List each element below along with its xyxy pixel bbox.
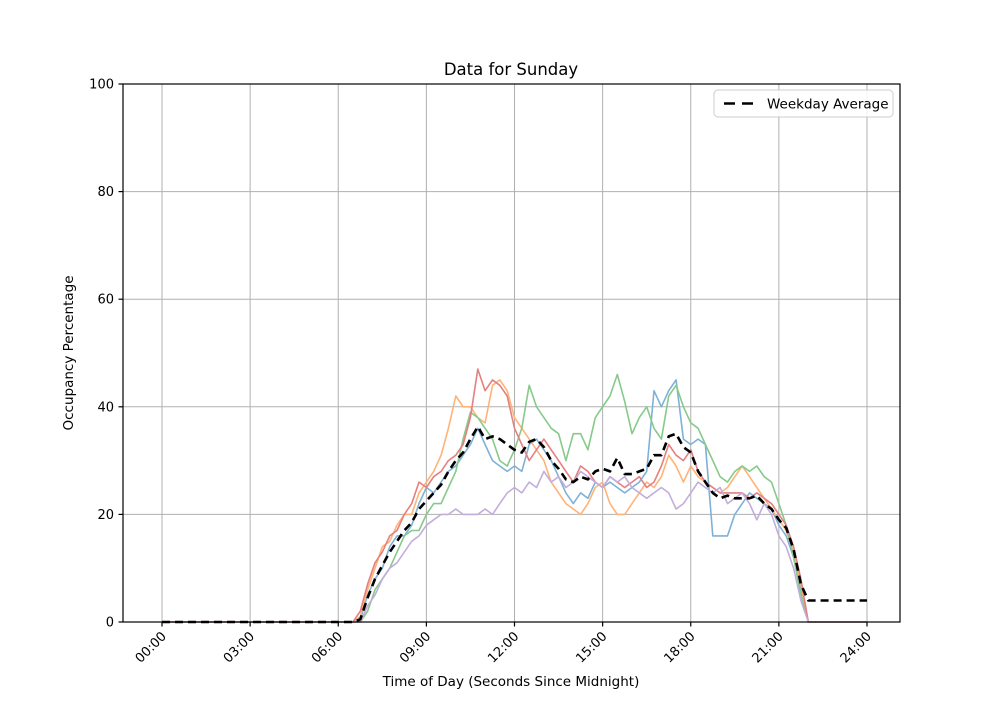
line-sunday-trace-2 <box>162 379 867 623</box>
y-axis-label: Occupancy Percentage <box>61 275 77 430</box>
y-tick-label: 20 <box>97 508 114 523</box>
data-series <box>162 368 867 624</box>
gridlines <box>123 83 900 623</box>
x-tick-label: 21:00 <box>750 629 787 666</box>
y-tick-label: 100 <box>89 78 114 93</box>
legend-box <box>713 89 894 118</box>
axis-ticks: 00:00 03:00 06:00 09:00 12:00 15:00 18:00 21:00… <box>89 78 875 667</box>
y-tick-label: 0 <box>106 616 114 631</box>
x-tick-label: 18:00 <box>661 629 698 666</box>
x-tick-label: 09:00 <box>397 629 434 666</box>
x-tick-label: 06:00 <box>309 629 346 666</box>
x-tick-label: 24:00 <box>838 629 875 666</box>
y-tick-label: 80 <box>97 185 114 200</box>
line-weekday-average <box>162 425 867 624</box>
legend-label: Weekday Average <box>767 97 889 113</box>
line-sunday-trace-5 <box>162 470 867 623</box>
chart-title: Data for Sunday <box>444 60 579 79</box>
legend: Weekday Average <box>713 89 894 118</box>
x-tick-label: 15:00 <box>573 629 610 666</box>
x-tick-label: 12:00 <box>485 629 522 666</box>
y-tick-label: 40 <box>97 400 114 415</box>
plot-border <box>122 83 901 623</box>
y-tick-label: 60 <box>97 293 114 308</box>
x-axis-label: Time of Day (Seconds Since Midnight) <box>382 674 640 690</box>
line-sunday-trace-3 <box>162 373 867 623</box>
x-tick-label: 00:00 <box>133 629 170 666</box>
x-tick-label: 03:00 <box>221 629 258 666</box>
